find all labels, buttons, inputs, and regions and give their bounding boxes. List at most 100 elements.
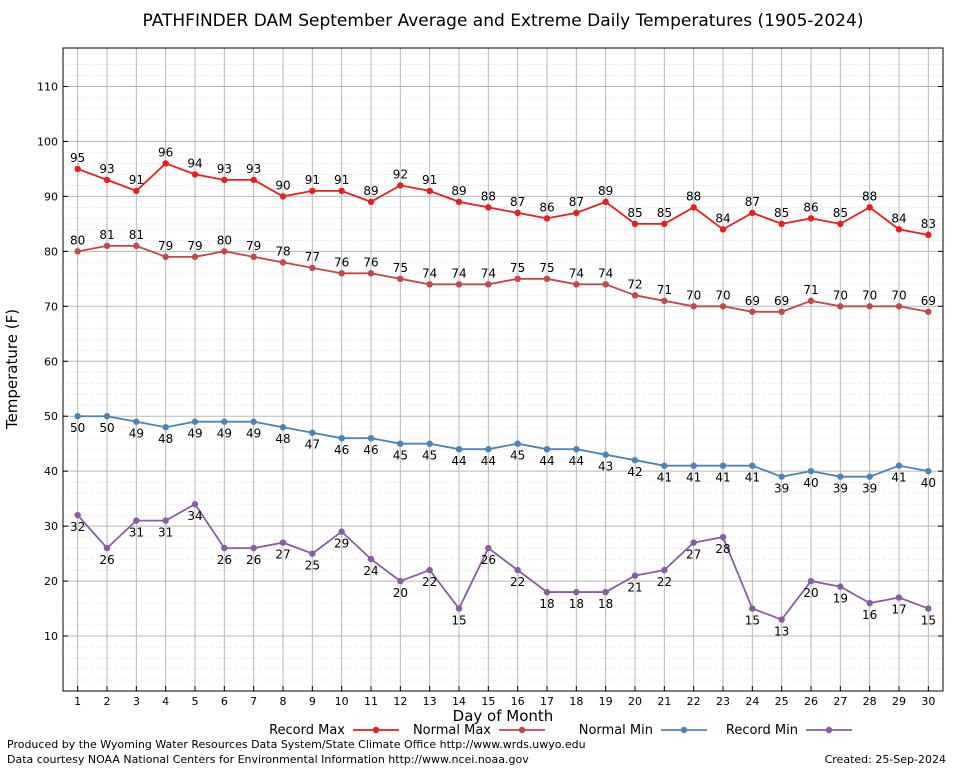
normal-max-data-label: 75	[539, 261, 554, 275]
record-max-data-label: 96	[158, 145, 173, 159]
record-min-data-label: 32	[70, 520, 85, 534]
record-max-point	[133, 187, 140, 195]
normal-max-data-label: 79	[158, 239, 173, 253]
record-max-point	[103, 176, 111, 184]
normal-max-data-label: 70	[833, 288, 848, 302]
normal-max-data-label: 74	[481, 266, 496, 280]
x-tick-label: 3	[133, 695, 140, 708]
normal-max-point	[661, 297, 668, 305]
normal-min-data-label: 44	[481, 454, 496, 468]
x-tick-label: 25	[775, 695, 789, 708]
normal-max-data-label: 81	[99, 228, 114, 242]
normal-max-point	[895, 303, 903, 310]
normal-max-point	[455, 281, 463, 288]
normal-min-data-label: 41	[745, 471, 760, 485]
normal-max-data-label: 74	[598, 266, 613, 280]
record-min-point	[162, 517, 169, 524]
record-min-series: 32 26 31 31 34 26 26 27 25 29 24 20 22 15 26 22 18 18 18 21…	[70, 500, 936, 639]
normal-max-data-label: 71	[803, 283, 818, 297]
x-tick-label: 28	[863, 695, 877, 708]
record-min-data-label: 15	[745, 614, 760, 628]
record-min-point	[778, 616, 785, 623]
normal-max-point	[309, 264, 316, 272]
record-max-point	[74, 165, 81, 173]
record-max-data-label: 93	[99, 162, 114, 176]
record-max-data-label: 86	[539, 200, 554, 214]
record-max-point	[309, 187, 316, 195]
record-max-data-label: 89	[451, 184, 466, 198]
record-min-point	[279, 539, 287, 546]
legend-item-record-max: Record Max	[269, 723, 399, 738]
normal-min-data-label: 47	[305, 438, 320, 452]
normal-min-data-label: 49	[217, 427, 232, 441]
normal-min-point	[514, 440, 521, 447]
normal-min-point	[631, 456, 639, 464]
normal-min-point	[485, 445, 492, 453]
normal-max-data-label: 70	[891, 288, 906, 302]
record-max-point	[631, 220, 639, 228]
record-min-data-label: 22	[422, 575, 437, 589]
normal-min-point	[426, 440, 433, 447]
record-min-point	[573, 588, 580, 596]
normal-min-point	[133, 418, 140, 425]
record-max-data-label: 85	[833, 206, 848, 220]
normal-max-data-label: 70	[686, 288, 701, 302]
x-tick-label: 30	[921, 695, 935, 708]
record-min-point	[221, 544, 228, 552]
normal-max-data-label: 77	[305, 250, 320, 264]
legend-item-record-min: Record Min	[726, 723, 852, 738]
record-max-point	[719, 226, 727, 233]
normal-min-point	[837, 473, 844, 480]
record-min-point	[485, 544, 492, 552]
normal-min-point	[162, 424, 169, 431]
normal-min-point	[895, 462, 903, 469]
normal-max-point	[719, 303, 727, 310]
y-tick-label: 10	[44, 630, 58, 643]
record-max-data-label: 95	[70, 151, 85, 165]
record-min-point	[807, 577, 815, 585]
normal-min-data-label: 41	[715, 471, 730, 485]
normal-min-data-label: 49	[246, 427, 261, 441]
normal-max-data-label: 81	[129, 228, 144, 242]
normal-max-data-label: 69	[921, 294, 936, 308]
normal-max-data-label: 79	[187, 239, 202, 253]
record-min-point	[719, 533, 727, 541]
legend-label: Record Min	[726, 723, 798, 738]
normal-min-data-label: 48	[158, 432, 173, 446]
normal-min-data-label: 41	[657, 471, 672, 485]
legend-marker	[372, 726, 380, 734]
record-min-point	[602, 588, 609, 596]
normal-max-data-label: 75	[393, 261, 408, 275]
normal-min-point	[866, 473, 873, 480]
record-min-data-label: 24	[363, 564, 378, 578]
normal-min-data-label: 46	[334, 443, 349, 457]
normal-min-data-label: 45	[510, 449, 525, 463]
x-axis-label: Day of Month	[453, 707, 554, 725]
y-tick-label: 70	[44, 300, 58, 313]
footer-created-date: Created: 25-Sep-2024	[824, 753, 946, 766]
y-tick-label: 100	[37, 135, 58, 148]
normal-max-point	[191, 253, 199, 261]
record-min-point	[191, 500, 199, 508]
normal-max-point	[279, 259, 287, 266]
record-max-data-label: 87	[569, 195, 584, 209]
record-max-data-label: 87	[745, 195, 760, 209]
record-min-point	[397, 577, 404, 585]
record-min-data-label: 27	[275, 548, 290, 562]
normal-min-data-label: 49	[187, 427, 202, 441]
record-max-point	[807, 215, 815, 222]
x-tick-label: 20	[628, 695, 642, 708]
normal-max-point	[221, 248, 228, 255]
record-max-data-label: 89	[363, 184, 378, 198]
record-max-point	[866, 204, 873, 211]
record-min-data-label: 26	[246, 553, 261, 567]
normal-max-point	[338, 270, 345, 277]
normal-max-point	[133, 242, 140, 250]
normal-min-line	[77, 415, 929, 478]
normal-min-data-label: 39	[862, 482, 877, 496]
record-max-data-label: 83	[921, 217, 936, 231]
record-min-data-label: 20	[393, 586, 408, 600]
normal-min-data-label: 45	[393, 449, 408, 463]
y-tick-label: 60	[44, 355, 58, 368]
normal-min-data-label: 44	[451, 454, 466, 468]
